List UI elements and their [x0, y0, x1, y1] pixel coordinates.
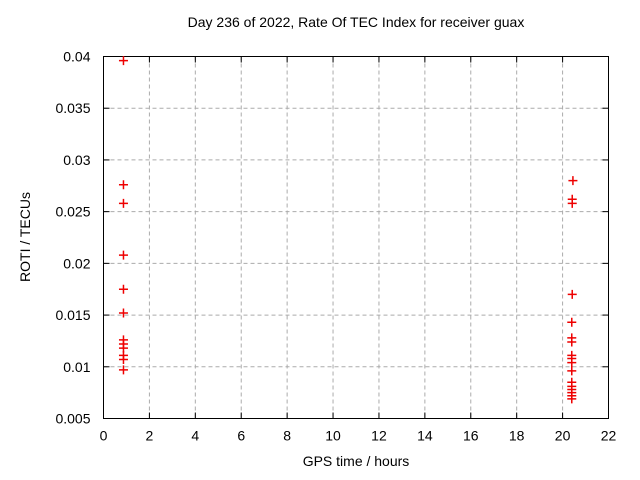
y-tick-label: 0.04	[63, 49, 90, 65]
data-point-marker	[118, 250, 128, 260]
data-point-marker	[567, 394, 577, 404]
data-point-marker	[567, 289, 577, 299]
x-tick-label: 2	[146, 428, 154, 444]
data-point-marker	[568, 176, 578, 186]
data-point-marker	[118, 56, 128, 66]
y-tick-label: 0.01	[63, 359, 90, 375]
data-point-marker	[118, 180, 128, 190]
x-tick-label: 12	[371, 428, 387, 444]
data-point-marker	[118, 365, 128, 375]
x-tick-label: 0	[100, 428, 108, 444]
data-point-marker	[567, 317, 577, 327]
chart-title: Day 236 of 2022, Rate Of TEC Index for r…	[187, 14, 525, 30]
data-point-marker	[567, 358, 577, 368]
x-tick-label: 14	[417, 428, 433, 444]
data-point-marker	[567, 198, 577, 208]
plot-border	[103, 56, 609, 419]
y-tick-label: 0.03	[63, 152, 90, 168]
data-point-marker	[118, 355, 128, 365]
y-tick-label: 0.025	[55, 204, 90, 220]
y-tick-label: 0.035	[55, 100, 90, 116]
x-tick-label: 10	[325, 428, 341, 444]
data-point-marker	[567, 337, 577, 347]
x-tick-label: 6	[237, 428, 245, 444]
y-tick-label: 0.005	[55, 411, 90, 427]
x-tick-label: 18	[509, 428, 525, 444]
x-tick-label: 16	[463, 428, 479, 444]
y-tick-label: 0.015	[55, 307, 90, 323]
x-axis-title: GPS time / hours	[302, 453, 410, 469]
data-point-marker	[567, 366, 577, 376]
y-tick-label: 0.02	[63, 255, 90, 271]
data-point-marker	[118, 308, 128, 318]
data-point-marker	[118, 198, 128, 208]
x-tick-label: 20	[555, 428, 571, 444]
x-tick-label: 8	[283, 428, 291, 444]
data-point-marker	[118, 284, 128, 294]
x-tick-label: 22	[601, 428, 617, 444]
x-tick-label: 4	[191, 428, 199, 444]
